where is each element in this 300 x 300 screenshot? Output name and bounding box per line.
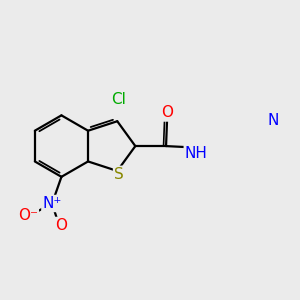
Text: N: N	[268, 113, 279, 128]
Text: S: S	[114, 167, 124, 182]
Text: O: O	[55, 218, 67, 233]
Text: Cl: Cl	[111, 92, 126, 106]
Text: O⁻: O⁻	[18, 208, 38, 223]
Text: O: O	[161, 106, 173, 121]
Text: N⁺: N⁺	[42, 196, 62, 211]
Text: NH: NH	[185, 146, 208, 161]
